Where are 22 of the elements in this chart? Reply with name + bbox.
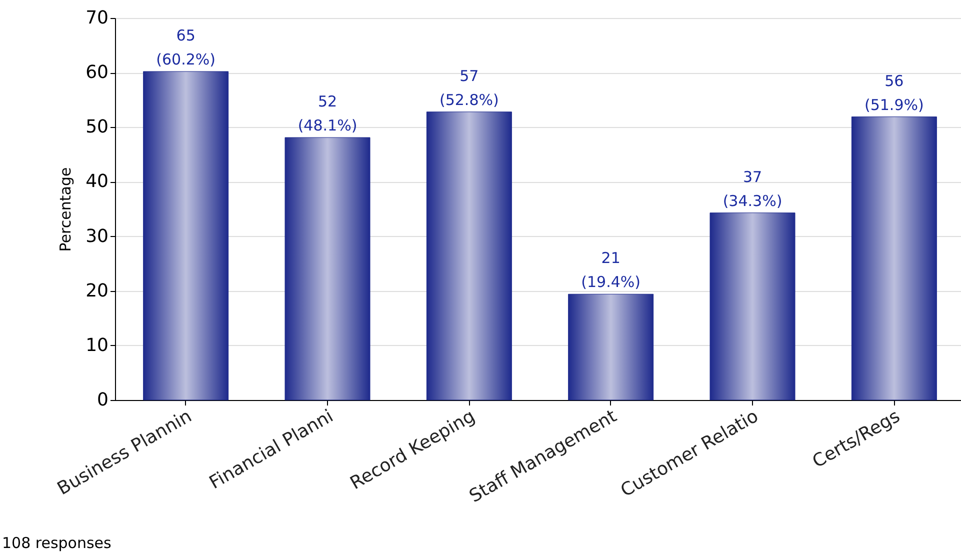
y-tick-label: 40 (86, 171, 108, 192)
data-label: 52 (48.1%) (298, 92, 358, 135)
bar (851, 116, 937, 400)
bar (710, 212, 796, 400)
bar (143, 71, 229, 400)
y-tick-label: 70 (86, 8, 108, 28)
y-tick-label: 20 (86, 280, 108, 302)
data-label: 21 (19.4%) (581, 249, 641, 292)
y-tick-label: 50 (86, 116, 108, 138)
y-tick-label: 0 (97, 390, 108, 410)
data-label: 65 (60.2%) (156, 26, 216, 68)
text: 108 responses (2, 534, 112, 552)
data-label: 37 (34.3%) (722, 168, 782, 210)
bar (568, 294, 654, 400)
data-label: 57 (52.8%) (439, 66, 499, 109)
y-tick-label: 60 (86, 62, 108, 84)
bar (426, 112, 512, 400)
y-tick-label: 30 (86, 226, 108, 247)
bar (284, 137, 370, 400)
y-tick-label: 10 (86, 334, 108, 356)
y-axis-title: Percentage (56, 167, 75, 252)
data-label: 56 (51.9%) (864, 72, 924, 114)
